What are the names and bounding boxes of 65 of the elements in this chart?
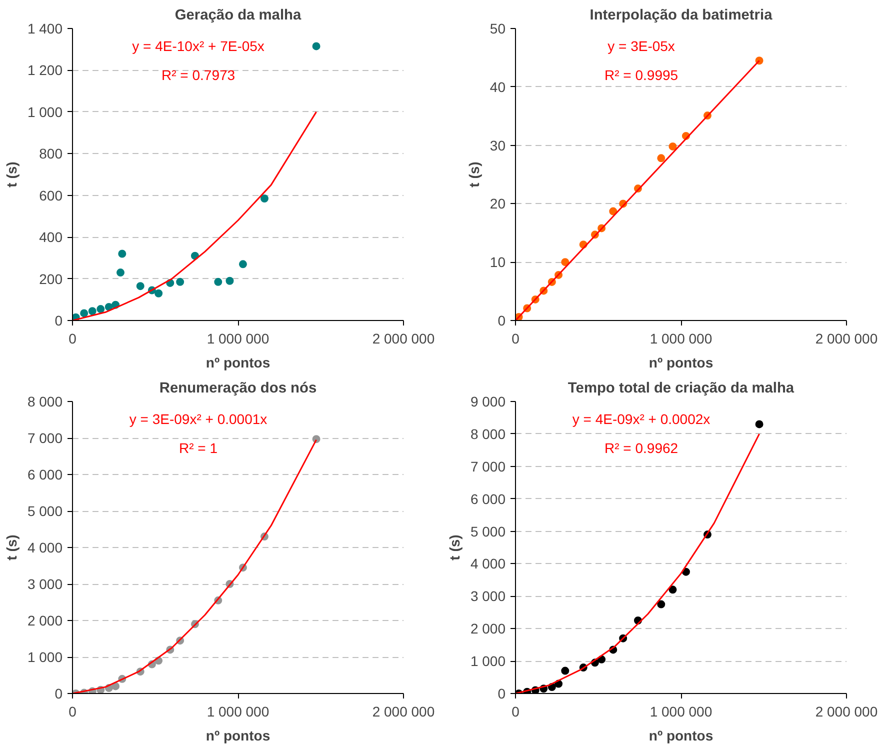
y-tick-label: 5 000 bbox=[470, 523, 506, 540]
y-tick-label: 4 000 bbox=[470, 556, 506, 572]
y-tick-label: 2 000 bbox=[470, 620, 506, 637]
x-axis-title: nº pontos bbox=[648, 354, 714, 370]
y-tick-label: 1 000 bbox=[27, 104, 63, 120]
x-tick-label: 0 bbox=[512, 330, 520, 346]
x-tick-label: 1 000 000 bbox=[206, 704, 270, 720]
y-tick-label: 400 bbox=[39, 229, 63, 246]
annotation: y = 4E-10x² + 7E-05x bbox=[132, 38, 264, 54]
y-tick-label: 6 000 bbox=[27, 466, 63, 482]
x-axis-title: nº pontos bbox=[206, 354, 270, 370]
annotation: R² = 0.9995 bbox=[604, 67, 678, 84]
annotation: R² = 1 bbox=[179, 440, 218, 456]
y-tick-label: 6 000 bbox=[470, 490, 506, 507]
y-tick-label: 600 bbox=[39, 187, 63, 204]
x-axis-title: nº pontos bbox=[648, 728, 714, 744]
y-tick-label: 1 000 bbox=[27, 649, 63, 665]
y-tick-label: 200 bbox=[39, 270, 63, 287]
y-tick-label: 0 bbox=[54, 686, 63, 702]
y-tick-label: 0 bbox=[54, 312, 63, 328]
x-tick-label: 2 000 000 bbox=[372, 704, 435, 720]
y-axis-title: t (s) bbox=[446, 534, 462, 560]
y-tick-label: 4 000 bbox=[27, 540, 63, 556]
y-axis-title: t (s) bbox=[3, 534, 20, 560]
x-tick-label: 2 000 000 bbox=[815, 330, 878, 346]
y-tick-label: 1 200 bbox=[27, 62, 63, 78]
y-tick-label: 30 bbox=[490, 137, 506, 154]
y-tick-label: 40 bbox=[490, 78, 506, 95]
annotation: y = 3E-05x bbox=[608, 38, 675, 54]
y-tick-label: 2 000 bbox=[27, 612, 63, 628]
y-tick-label: 1 400 bbox=[27, 20, 63, 36]
y-tick-label: 800 bbox=[39, 146, 63, 162]
y-tick-label: 3 000 bbox=[470, 588, 506, 604]
y-tick-label: 0 bbox=[498, 686, 506, 702]
annotation: R² = 0.9962 bbox=[604, 440, 678, 456]
x-tick-label: 0 bbox=[68, 704, 77, 720]
y-axis-title: t (s) bbox=[3, 162, 20, 188]
y-tick-label: 8 000 bbox=[470, 426, 506, 442]
y-tick-label: 8 000 bbox=[27, 394, 63, 410]
y-tick-label: 9 000 bbox=[470, 394, 506, 410]
x-axis-title: nº pontos bbox=[206, 728, 270, 744]
chart-title: Renumeração dos nós bbox=[159, 380, 317, 396]
y-tick-label: 1 000 bbox=[470, 653, 506, 670]
y-tick-label: 0 bbox=[498, 312, 506, 328]
annotation: y = 4E-09x² + 0.0002x bbox=[572, 411, 710, 428]
x-tick-label: 2 000 000 bbox=[372, 330, 435, 346]
y-tick-label: 3 000 bbox=[27, 576, 63, 592]
x-tick-label: 1 000 000 bbox=[206, 330, 270, 346]
x-tick-label: 0 bbox=[68, 330, 77, 346]
annotation: R² = 0.7973 bbox=[162, 67, 236, 84]
y-tick-label: 10 bbox=[490, 254, 506, 270]
y-tick-label: 5 000 bbox=[27, 503, 63, 519]
y-tick-label: 20 bbox=[490, 196, 506, 212]
y-tick-label: 7 000 bbox=[27, 430, 63, 446]
annotation: y = 3E-09x² + 0.0001x bbox=[129, 411, 268, 428]
x-tick-label: 1 000 000 bbox=[650, 704, 712, 720]
y-tick-label: 7 000 bbox=[470, 458, 506, 474]
chart-title: Interpolação da batimetria bbox=[590, 8, 774, 24]
x-tick-label: 1 000 000 bbox=[650, 330, 712, 346]
y-tick-label: 50 bbox=[490, 20, 506, 36]
x-tick-label: 2 000 000 bbox=[815, 704, 878, 720]
chart-title: Geração da malha bbox=[174, 8, 302, 24]
x-tick-label: 0 bbox=[512, 704, 520, 720]
y-axis-title: t (s) bbox=[466, 162, 482, 188]
chart-title: Tempo total de criação da malha bbox=[568, 380, 795, 396]
